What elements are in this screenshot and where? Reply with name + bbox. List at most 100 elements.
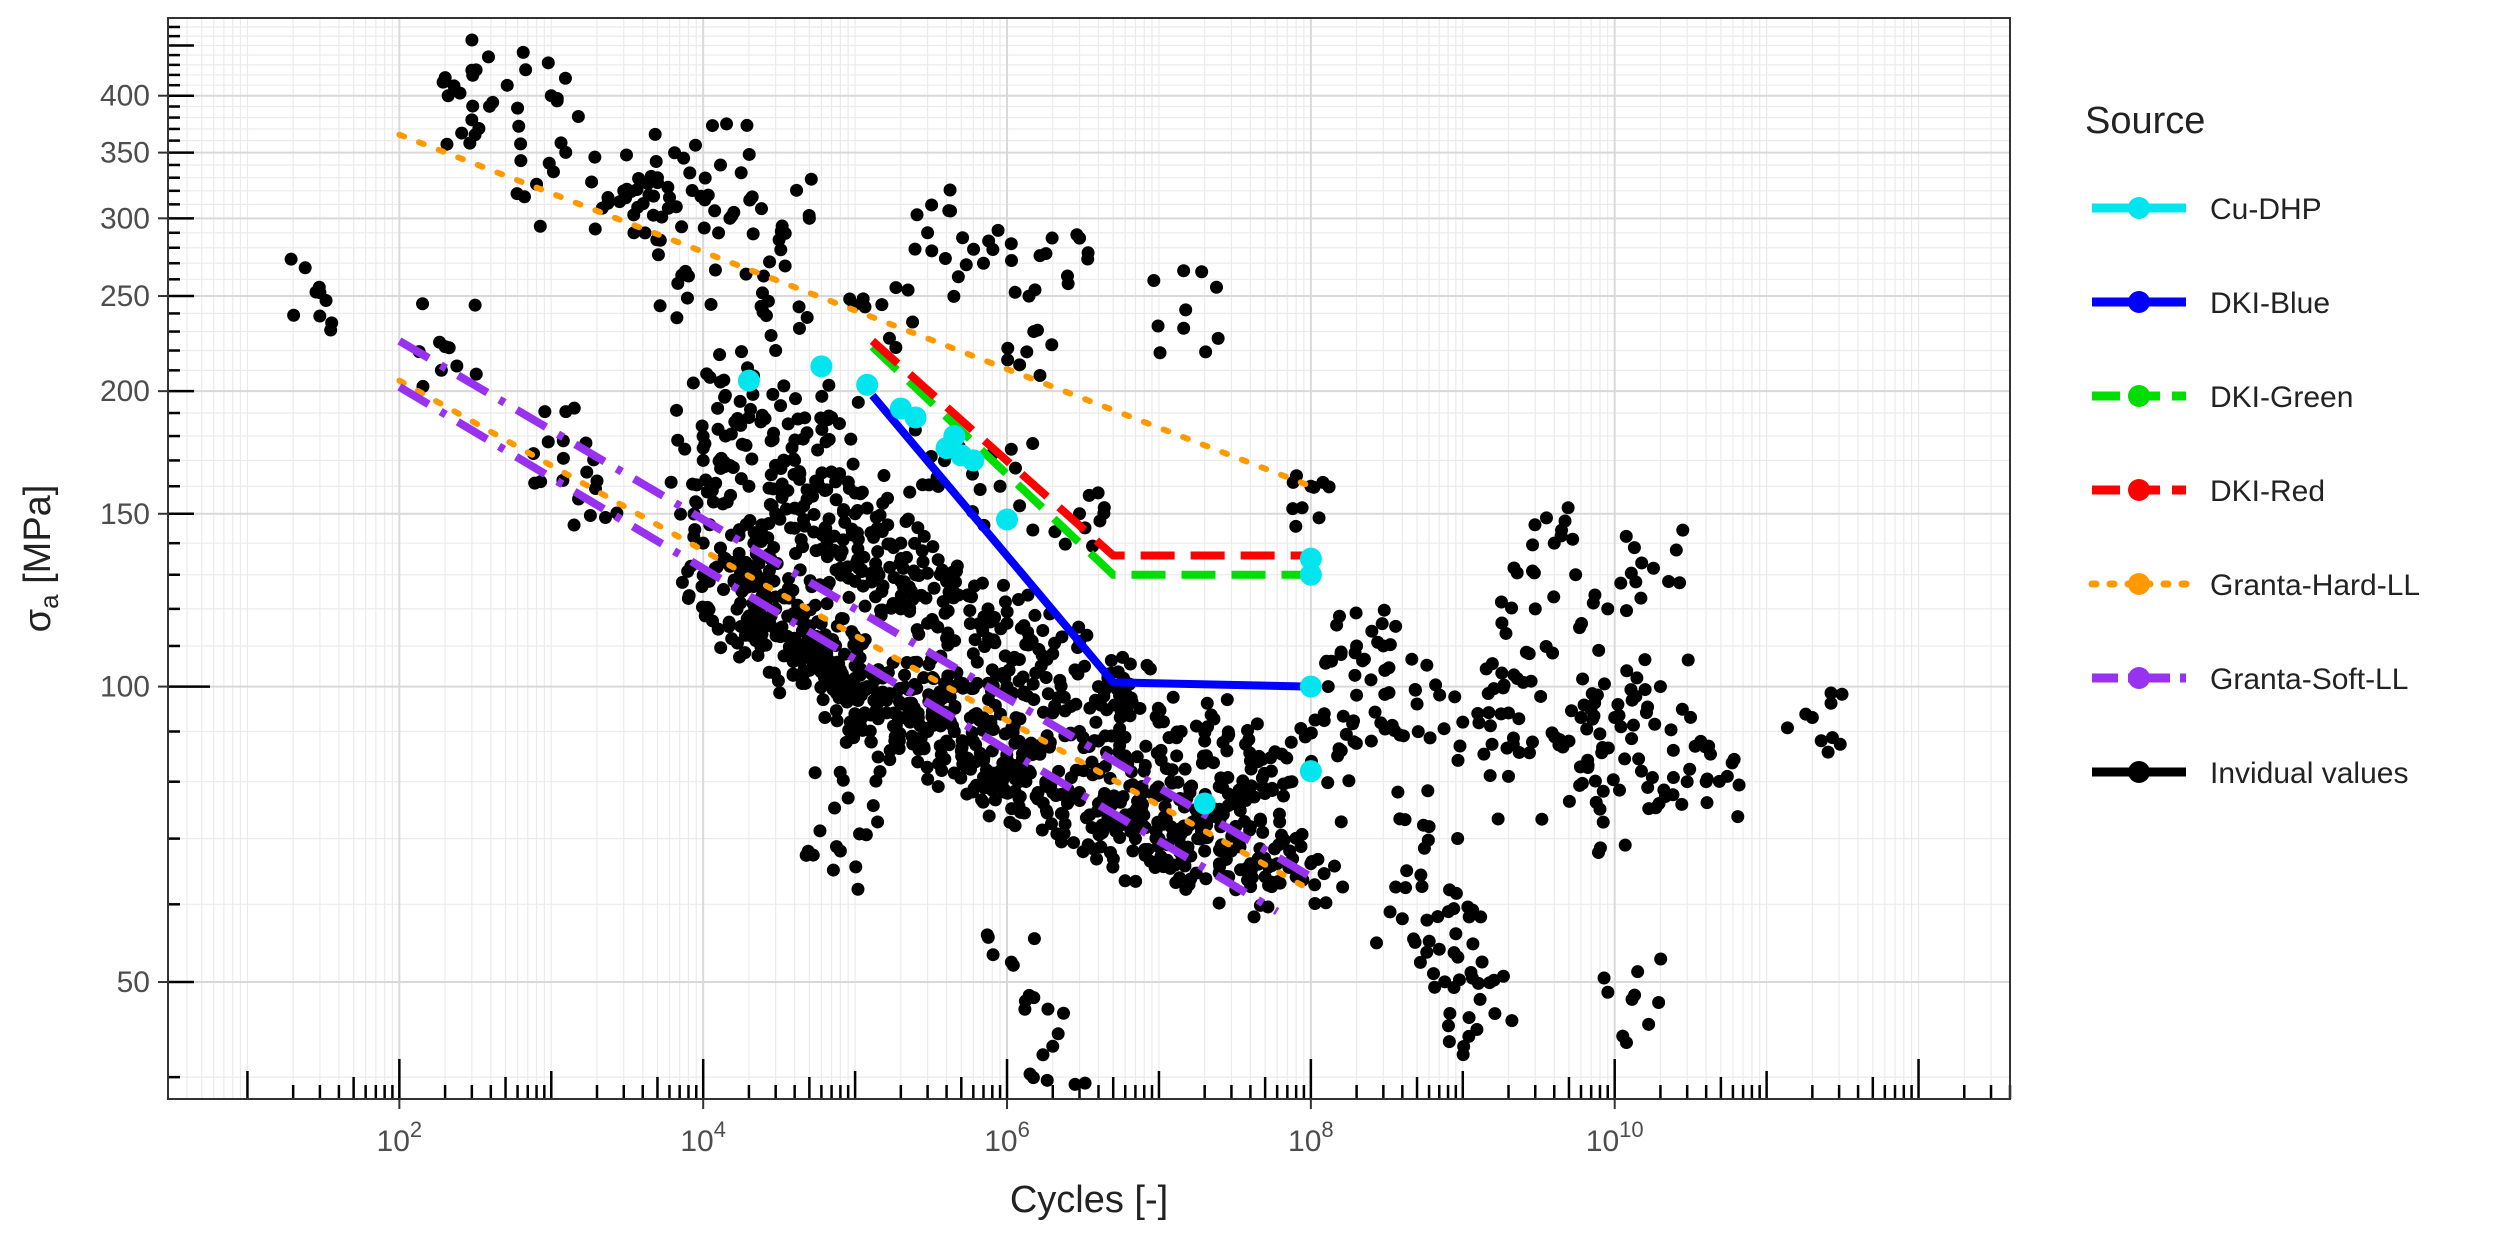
data-point [1013, 499, 1027, 513]
series-line-dki-blue [869, 392, 1311, 691]
data-point [1021, 625, 1035, 639]
data-point [1135, 803, 1149, 817]
data-point [829, 493, 843, 507]
data-point [1649, 801, 1663, 815]
legend-label: DKI-Red [2210, 475, 2325, 508]
data-point [761, 294, 775, 308]
data-point [1666, 743, 1680, 757]
data-point [1014, 805, 1028, 819]
data-point [1614, 720, 1628, 734]
data-point [907, 701, 921, 715]
legend-key-point [2128, 573, 2150, 595]
data-point [792, 321, 806, 335]
data-point [1169, 876, 1183, 890]
data-point [1473, 992, 1487, 1006]
data-point [843, 715, 857, 729]
data-point [675, 220, 689, 234]
data-point [1364, 734, 1378, 748]
data-point [1669, 543, 1683, 557]
y-tick-label: 150 [100, 498, 150, 531]
lines-layer [396, 131, 1314, 915]
data-point [1635, 556, 1649, 570]
data-point [1123, 657, 1137, 671]
data-point [762, 481, 776, 495]
data-point [1265, 859, 1279, 873]
data-point [734, 472, 748, 486]
data-point [1441, 1019, 1455, 1033]
data-point [1241, 873, 1255, 887]
data-point [1118, 874, 1132, 888]
data-point [1317, 867, 1331, 881]
data-point [1050, 827, 1064, 841]
data-point [1833, 737, 1847, 751]
data-point [773, 686, 787, 700]
data-point [908, 242, 922, 256]
data-point [968, 633, 982, 647]
data-point [463, 136, 477, 150]
data-point [670, 403, 684, 417]
data-point [934, 719, 948, 733]
data-point [851, 395, 865, 409]
data-point [998, 727, 1012, 741]
legend-key-point [2128, 479, 2150, 501]
data-point [630, 183, 644, 197]
data-point [956, 757, 970, 771]
data-point [745, 452, 759, 466]
data-point [921, 772, 935, 786]
data-point [716, 497, 730, 511]
data-point [1028, 608, 1042, 622]
legend-key-point [2128, 667, 2150, 689]
data-point [722, 615, 736, 629]
data-point [786, 583, 800, 597]
data-point [1072, 620, 1086, 634]
data-point [486, 95, 500, 109]
data-point [1342, 774, 1356, 788]
x-axis-title: Cycles [-] [1010, 1179, 1168, 1221]
data-point [1005, 253, 1019, 267]
y-tick-label: 350 [100, 137, 150, 170]
panel-border [167, 17, 2011, 1100]
data-point [763, 255, 777, 269]
data-point [997, 785, 1011, 799]
data-point [1377, 603, 1391, 617]
data-point [1317, 707, 1331, 721]
data-point [556, 451, 570, 465]
data-point [1814, 734, 1828, 748]
data-point [931, 553, 945, 567]
data-point [1000, 605, 1014, 619]
data-point [1438, 975, 1452, 989]
data-point [1495, 616, 1509, 630]
data-point [913, 731, 927, 745]
data-point [747, 526, 761, 540]
data-point [1126, 844, 1140, 858]
data-point [1035, 823, 1049, 837]
data-point [1129, 874, 1143, 888]
data-point [1539, 511, 1553, 525]
data-point [1416, 818, 1430, 832]
data-point [1597, 971, 1611, 985]
data-point [1471, 976, 1485, 990]
data-point [1620, 604, 1634, 618]
data-point [642, 188, 656, 202]
data-point [1334, 815, 1348, 829]
data-point [1166, 690, 1180, 704]
data-point [1091, 486, 1105, 500]
data-point [1035, 648, 1049, 662]
data-point [982, 809, 996, 823]
data-point [759, 638, 773, 652]
data-point [993, 479, 1007, 493]
data-point [1143, 854, 1157, 868]
data-point [1588, 588, 1602, 602]
data-point [833, 548, 847, 562]
data-point [901, 283, 915, 297]
data-point [1410, 697, 1424, 711]
data-point [559, 145, 573, 159]
data-point [1488, 1007, 1502, 1021]
data-point [1437, 722, 1451, 736]
data-point [1683, 762, 1697, 776]
data-point [916, 478, 930, 492]
data-point [935, 764, 949, 778]
data-point [1034, 659, 1048, 673]
data-point [708, 204, 722, 218]
x-axis: 102 104 106 108 1010 [377, 1099, 1644, 1158]
